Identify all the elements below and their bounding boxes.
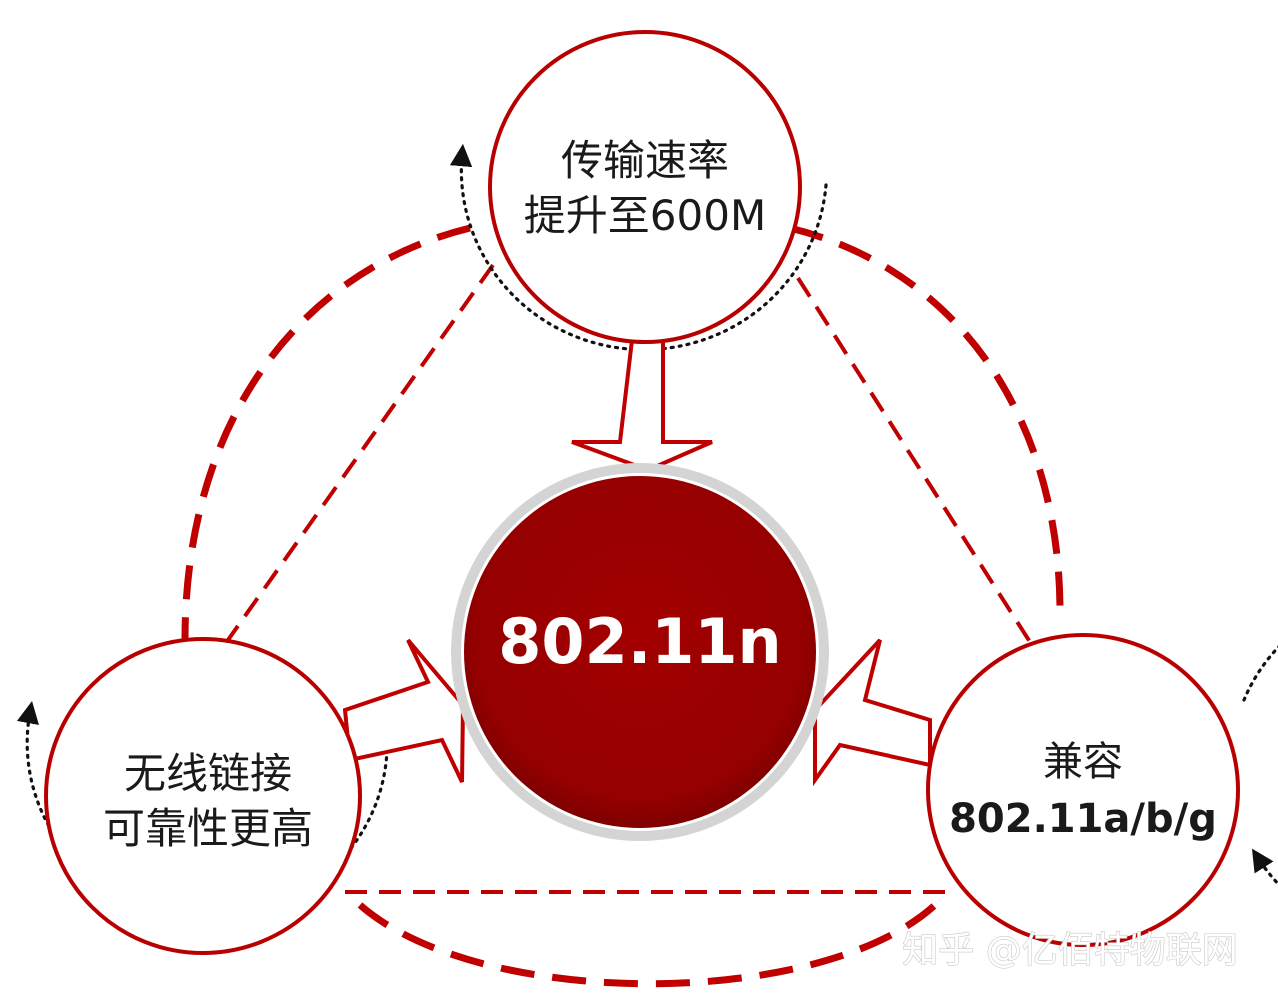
node-right: 兼容 802.11a/b/g (926, 633, 1240, 947)
node-top: 传输速率 提升至600M (488, 30, 802, 344)
dashed-arc-top-right (789, 224, 1064, 613)
node-left-line1: 无线链接 (124, 749, 292, 798)
dotted-rotation-top (449, 143, 828, 352)
dashed-arc-bottom (357, 902, 938, 988)
watermark-text: 知乎 @亿佰特物联网 (902, 930, 1237, 971)
arrow-left-to-center (342, 638, 466, 783)
node-left: 无线链接 可靠性更高 (44, 637, 362, 955)
node-right-line1: 兼容 (1043, 739, 1123, 785)
node-left-line2: 可靠性更高 (103, 804, 313, 853)
arrow-top-to-center (571, 338, 713, 473)
node-top-line1: 传输速率 (561, 136, 729, 185)
node-right-line2: 802.11a/b/g (949, 796, 1217, 842)
dotted-rotation-right (1242, 645, 1278, 886)
node-top-line2: 提升至600M (524, 191, 766, 240)
dashed-line-top-left (226, 263, 495, 642)
dashed-arc-top-left (181, 224, 471, 641)
center-label: 802.11n (498, 605, 781, 678)
arrow-right-to-center (813, 638, 932, 787)
dashed-line-top-right (796, 276, 1032, 644)
center-node: 802.11n (451, 463, 829, 841)
